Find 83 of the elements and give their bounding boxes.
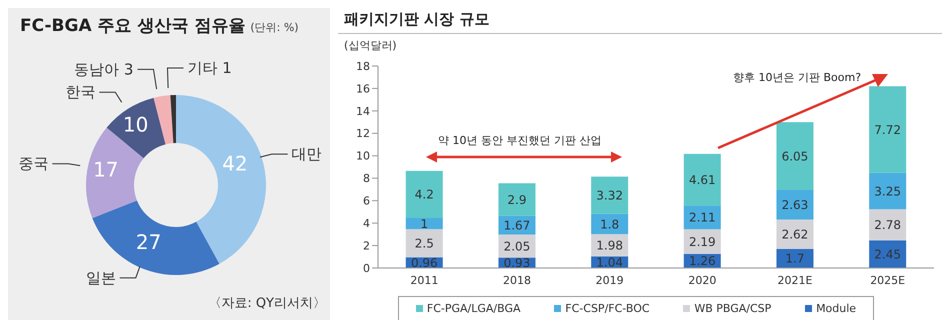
data-label: 3 (124, 60, 134, 78)
bar (591, 176, 628, 214)
data-label: 0.93 (504, 256, 530, 270)
bar (684, 206, 721, 230)
y-tick-label: 4 (363, 217, 370, 230)
y-tick-label: 6 (363, 194, 370, 208)
data-label: 10 (122, 112, 148, 136)
y-tick-label: 18 (356, 60, 370, 73)
annotation: 약 10년 동안 부진했던 기판 산업 (438, 133, 602, 148)
data-label: 3.32 (596, 188, 623, 203)
data-label: 2.11 (688, 210, 716, 225)
slice-label: 동남아 (74, 60, 120, 78)
data-label: 1.8 (600, 217, 620, 232)
slice-label: 기타 (187, 59, 218, 78)
data-label: 7.72 (874, 122, 901, 137)
data-label: 2.78 (874, 218, 901, 232)
donut-slice (170, 95, 176, 144)
donut-slice (176, 95, 266, 264)
bar (498, 183, 536, 216)
x-tick-label: 2021E (778, 274, 813, 287)
data-label: 1.26 (688, 254, 716, 268)
bar (406, 170, 443, 218)
x-tick-label: 2020 (688, 274, 716, 287)
slice-label: 일본 (86, 268, 116, 287)
bar (776, 190, 814, 220)
chart-title: 패키지기판 시장 규모 (344, 10, 490, 29)
x-tick-label: 2025E (870, 274, 906, 287)
x-tick-label: 2018 (503, 274, 531, 287)
donut-slice (154, 95, 174, 144)
x-tick-label: 2011 (410, 274, 438, 287)
bar (684, 154, 721, 206)
data-label: 2.9 (507, 192, 527, 207)
bar (776, 248, 814, 268)
bar (869, 172, 906, 210)
y-tick-label: 16 (356, 82, 370, 96)
data-label: 2.62 (782, 227, 808, 242)
data-label: 6.05 (782, 149, 808, 164)
y-tick-label: 14 (356, 104, 370, 118)
data-label: 17 (93, 158, 119, 182)
legend-label: FC-PGA/LGA/BGA (426, 302, 521, 315)
data-label: 4.2 (414, 188, 434, 202)
bar (776, 220, 814, 249)
data-label: 2.5 (414, 236, 434, 250)
chart-subtitle: (단위: %) (250, 21, 299, 34)
slice-label: 한국 (65, 83, 96, 102)
annotation: 향후 10년은 기판 Boom? (733, 70, 862, 85)
bar (406, 229, 443, 258)
bar (869, 86, 906, 173)
data-label: 27 (136, 230, 162, 254)
data-label: 1.04 (596, 255, 623, 270)
data-label: 1 (420, 216, 428, 231)
bar (684, 229, 721, 254)
donut-slice (106, 98, 166, 158)
chart-title: FC-BGA 주요 생산국 점유율 (20, 16, 246, 36)
data-label: 3.25 (874, 184, 901, 198)
data-label: 2.05 (504, 239, 530, 254)
y-tick-label: 8 (363, 172, 370, 186)
y-tick-label: 0 (363, 262, 370, 275)
legend-label: Module (815, 302, 856, 315)
slice-label: 중국 (18, 154, 48, 173)
y-tick-label: 10 (356, 150, 370, 163)
bar (776, 122, 814, 190)
data-label: 1.67 (504, 218, 530, 232)
legend-label: FC-CSP/FC-BOC (564, 302, 650, 315)
y-tick-label: 12 (356, 127, 370, 140)
data-label: 42 (222, 152, 248, 176)
data-label: 1.98 (596, 238, 623, 252)
bar (591, 214, 628, 234)
data-label: 2.45 (874, 248, 901, 262)
bar (869, 209, 906, 241)
bar (406, 218, 443, 230)
data-label: 4.61 (688, 172, 716, 187)
text: 〈자료: QY리서치〉 (208, 295, 326, 312)
data-label: 1 (222, 59, 232, 78)
y-tick-label: 2 (363, 239, 370, 252)
slice-label: 대만 (292, 145, 322, 164)
data-label: 2.63 (782, 198, 808, 212)
data-label: 1.7 (785, 252, 805, 266)
x-tick-label: 2019 (596, 274, 624, 287)
data-label: 0.96 (410, 256, 438, 270)
data-label: 2.19 (688, 234, 716, 249)
y-axis-title: (십억달러) (344, 38, 397, 53)
legend-label: WB PBGA/CSP (693, 302, 772, 315)
